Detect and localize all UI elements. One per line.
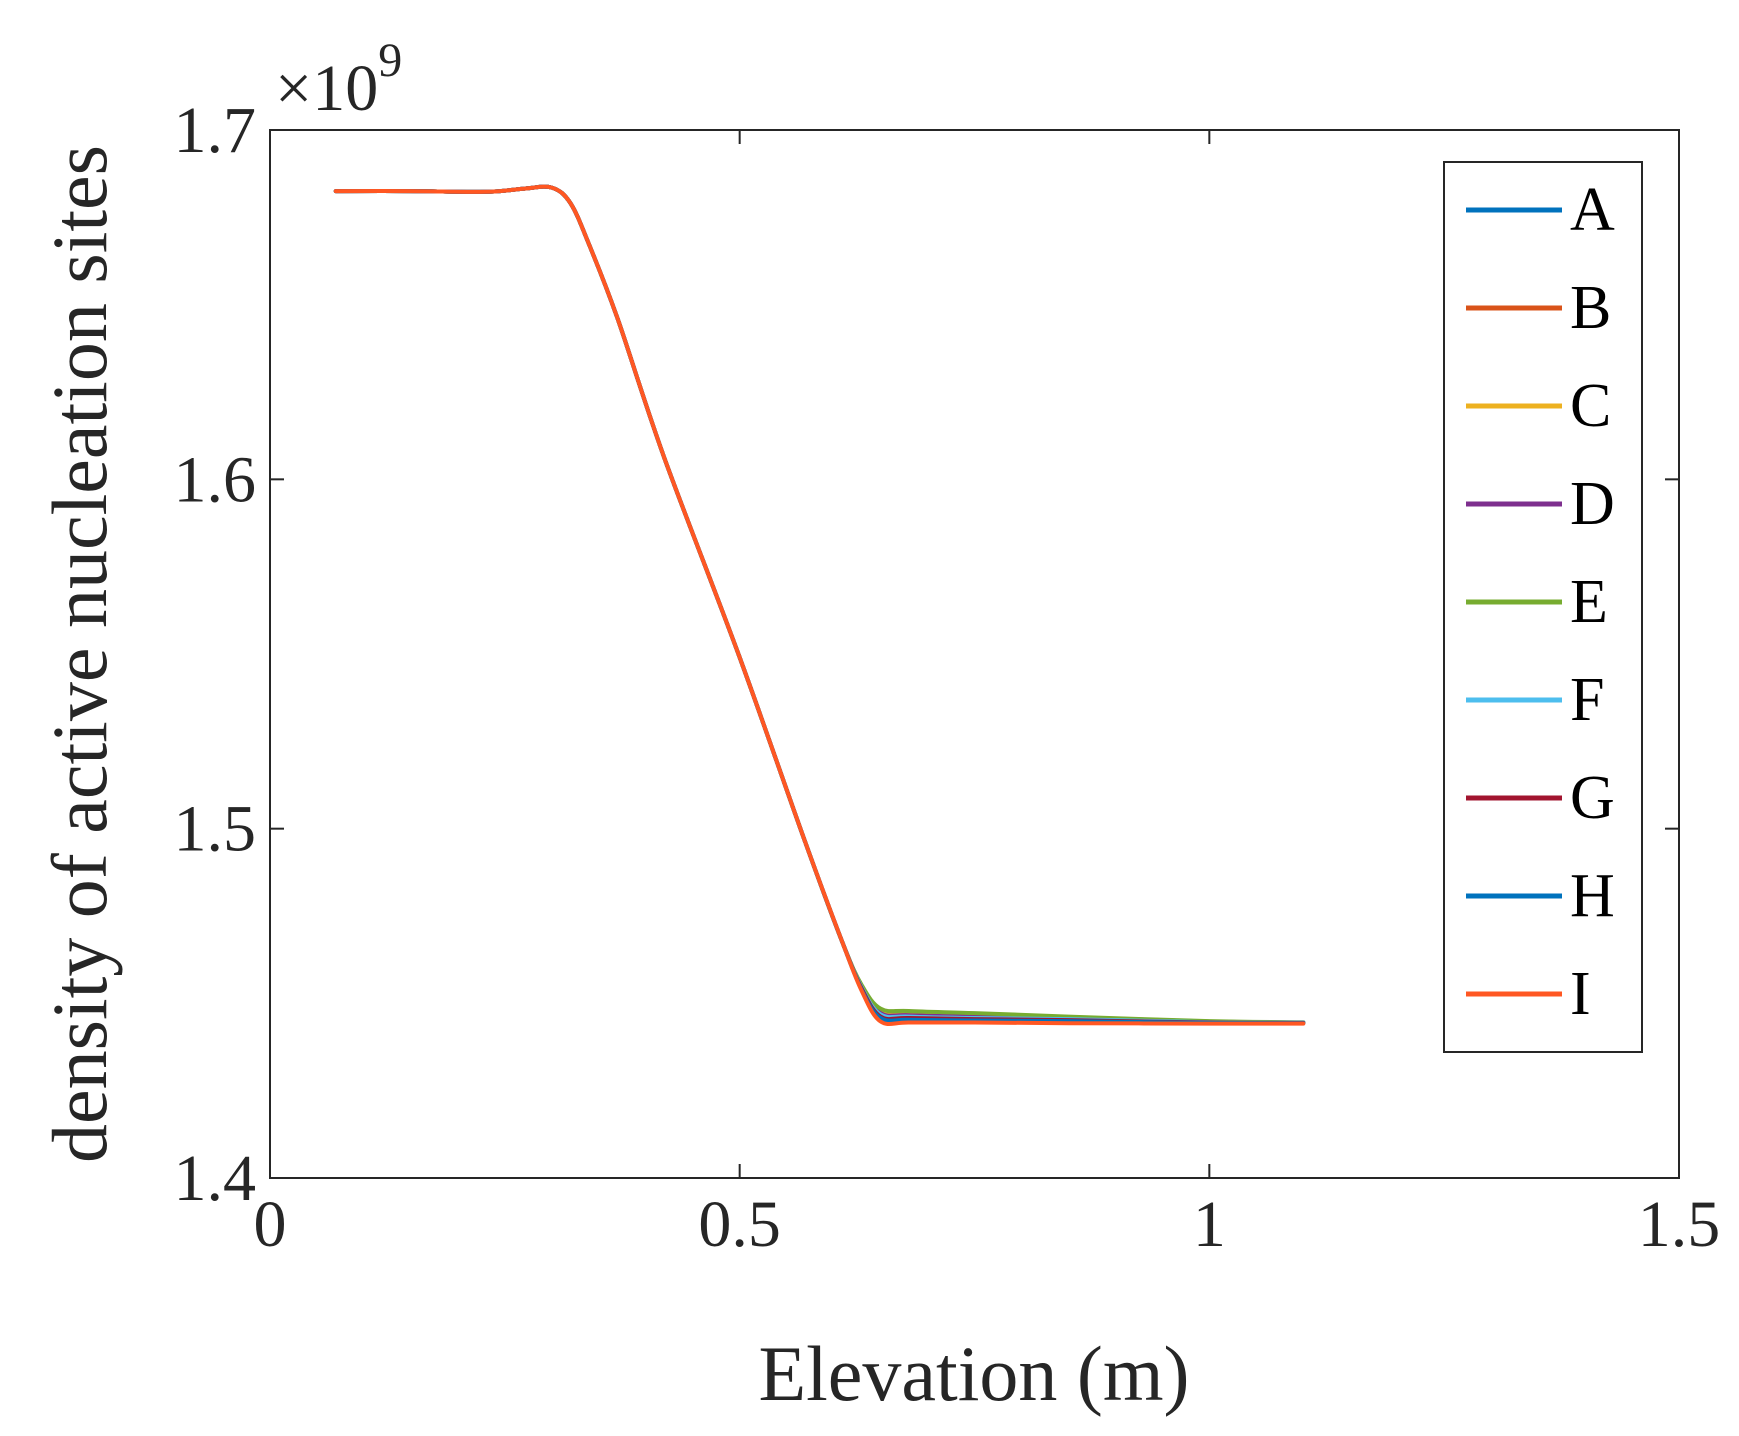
x-tick-label: 0 [254,1188,287,1261]
x-tick-label: 0.5 [698,1188,781,1261]
y-exponent-base: ×10 [275,52,378,125]
legend-label-g: G [1570,764,1615,832]
y-tick-label: 1.5 [174,793,257,866]
x-tick-label: 1 [1193,1188,1226,1261]
legend-label-h: H [1570,862,1615,930]
x-tick-label: 1.5 [1638,1188,1721,1261]
y-exponent-label: ×109 [275,34,402,125]
legend-label-f: F [1570,666,1604,734]
legend-label-c: C [1570,372,1611,440]
x-axis-title: Elevation (m) [758,1330,1189,1417]
y-exponent-power: 9 [378,34,402,87]
y-tick-label: 1.7 [174,94,257,167]
y-tick-label: 1.6 [174,443,257,516]
series-line-i [333,184,1306,1027]
legend-label-i: I [1570,960,1591,1028]
y-tick-label: 1.4 [174,1142,257,1215]
legend-label-a: A [1570,176,1615,244]
plot-frame [269,129,1680,1179]
legend-label-b: B [1570,274,1611,342]
legend-label-e: E [1570,568,1608,636]
legend-label-d: D [1570,470,1615,538]
y-axis-title: density of active nucleation sites [36,145,123,1163]
